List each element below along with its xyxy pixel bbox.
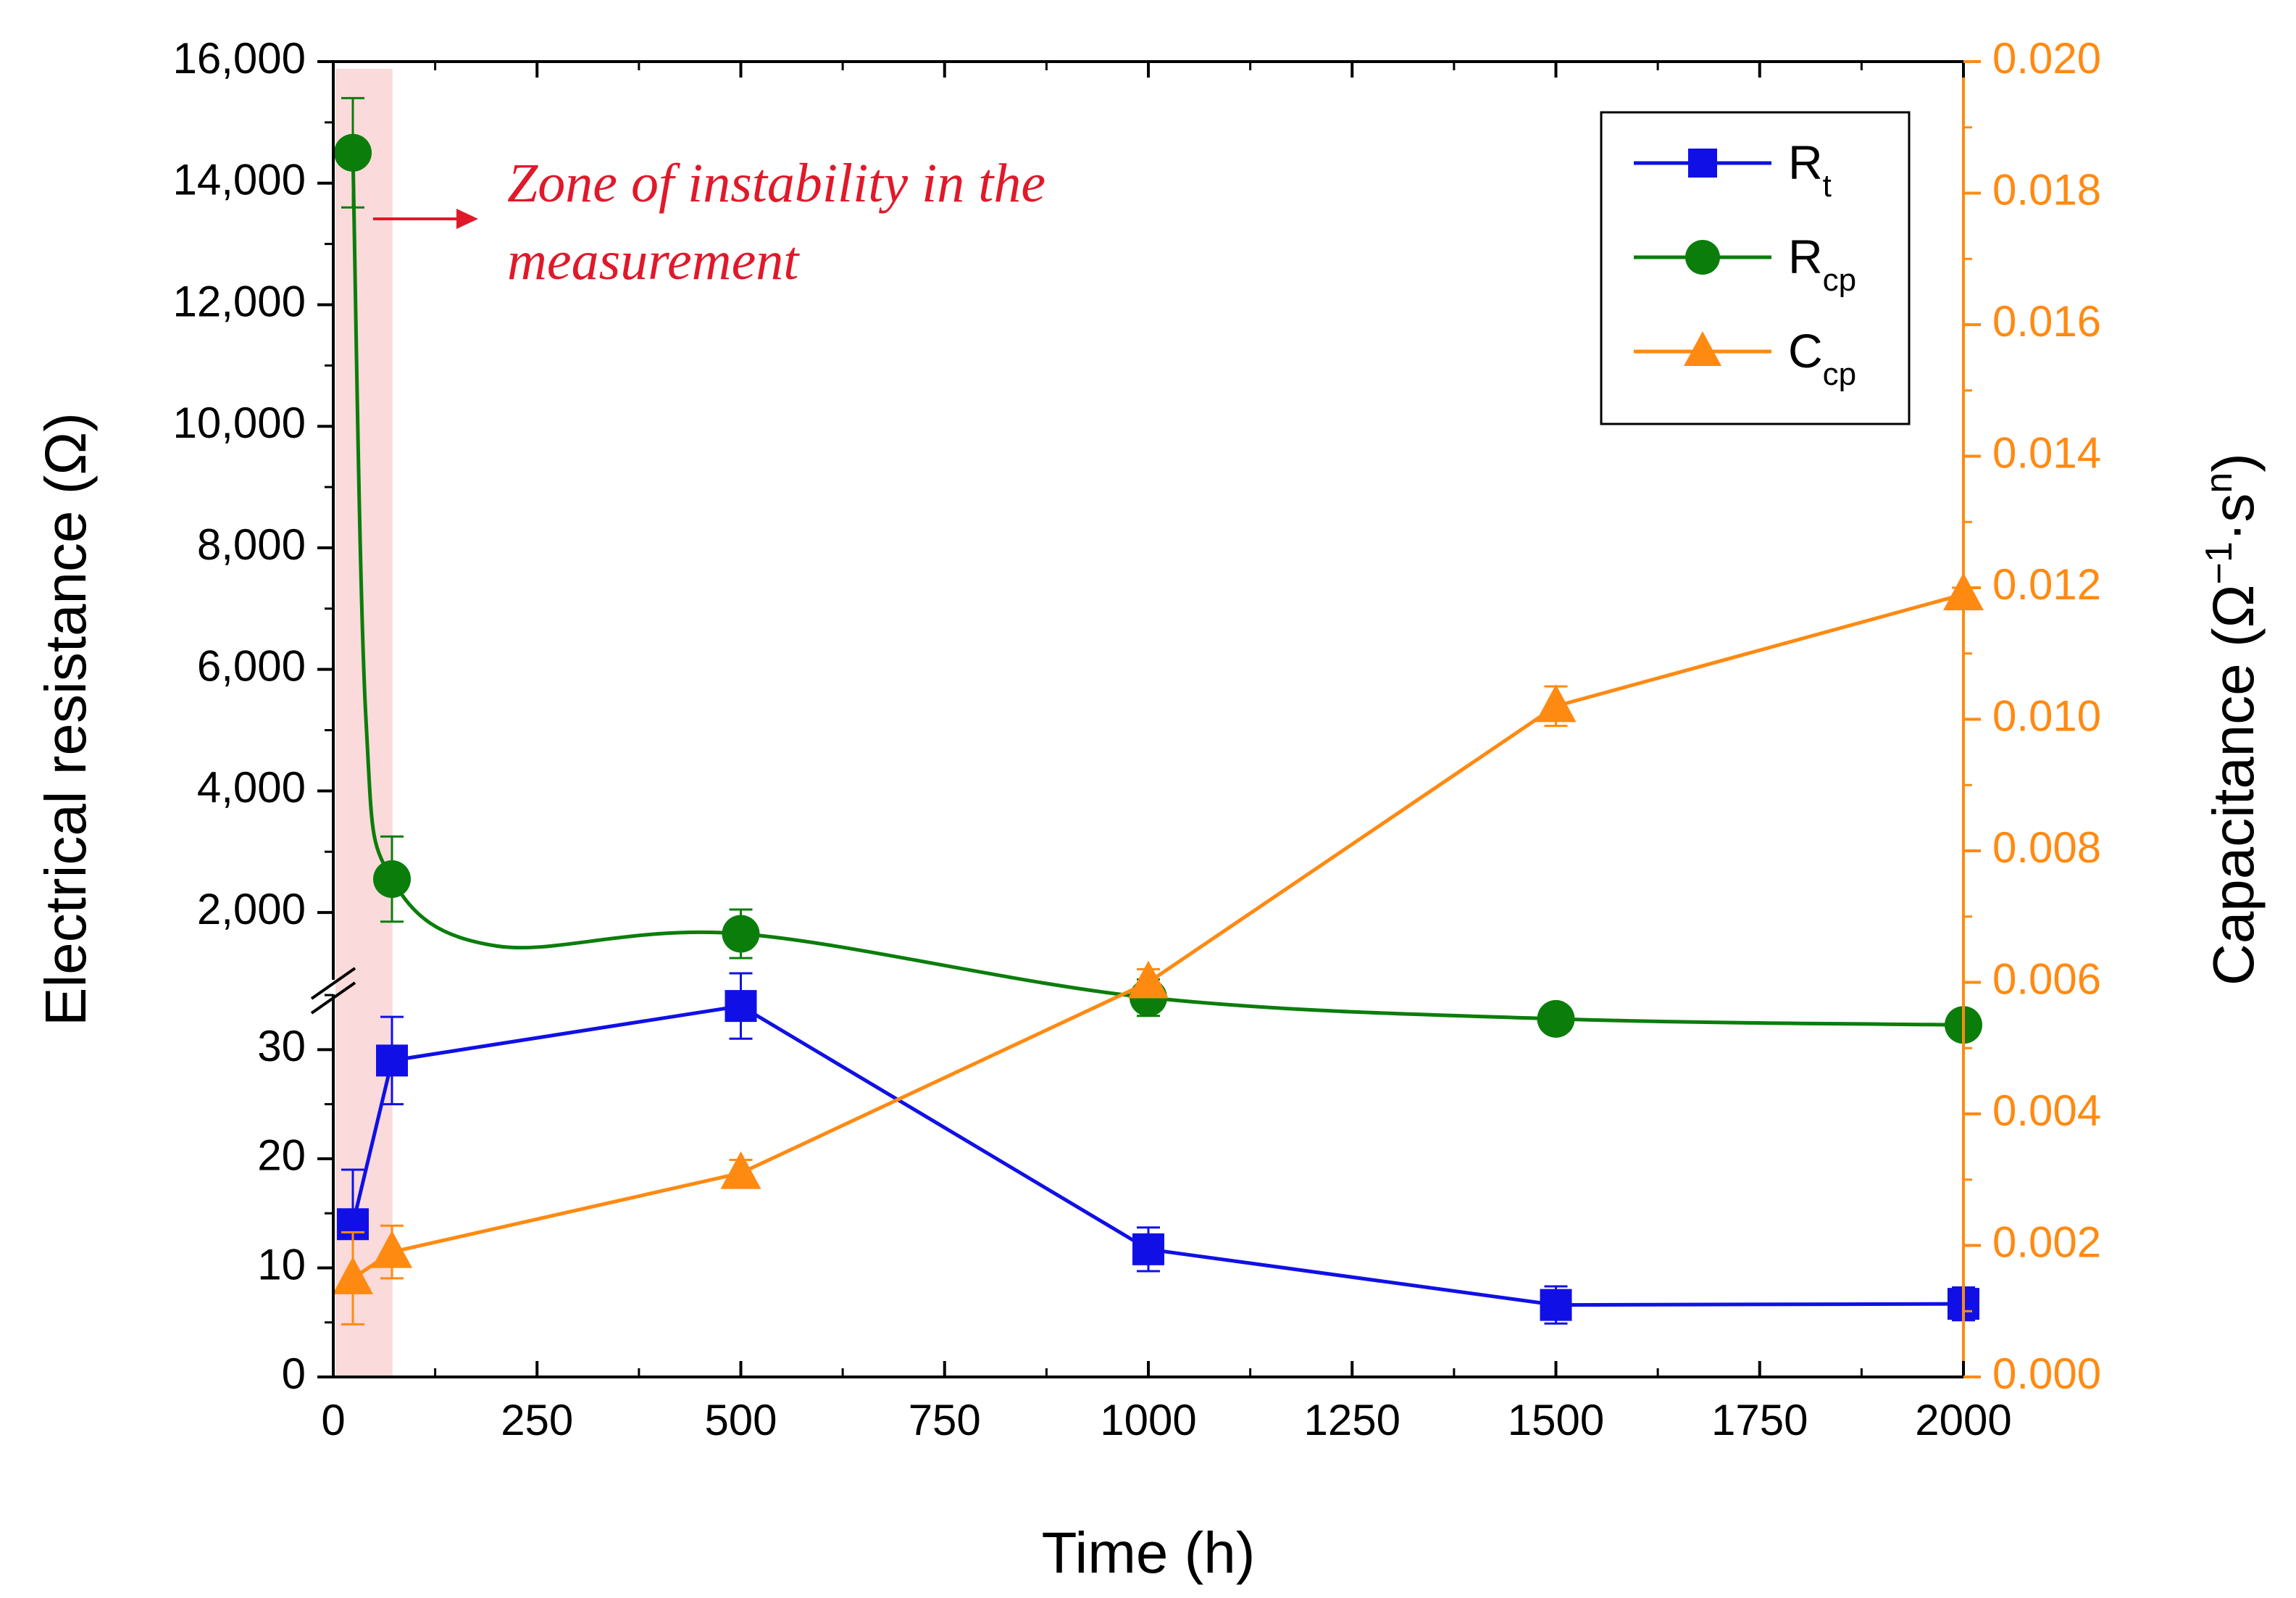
y-lower-tick-label: 10 (257, 1240, 306, 1289)
y-axis-title: Electrical resistance (Ω) (33, 412, 98, 1026)
y2-axis-title-part: ) (2201, 453, 2266, 473)
annotation-arrowhead (456, 209, 478, 229)
legend-label-subscript: cp (1823, 357, 1856, 392)
x-tick-label: 1000 (1100, 1396, 1196, 1444)
instability-zone (335, 69, 393, 1377)
y2-axis-title-part: ·s (2201, 494, 2266, 542)
x-tick-label: 500 (704, 1396, 777, 1444)
legend-label-subscript: cp (1823, 262, 1856, 298)
data-marker (1128, 960, 1169, 999)
series-Rt (337, 972, 1979, 1325)
y-upper-tick-label: 2,000 (197, 885, 306, 933)
x-tick-label: 1500 (1508, 1396, 1604, 1444)
legend-label-subscript: t (1823, 168, 1832, 204)
y2-tick-label: 0.012 (1992, 560, 2101, 609)
y2-tick-label: 0.018 (1992, 165, 2101, 214)
y2-axis-title-superscript: −1 (2198, 541, 2240, 584)
x-tick-label: 0 (321, 1396, 345, 1444)
data-marker (725, 990, 757, 1023)
y-upper-tick-label: 6,000 (197, 642, 306, 691)
y2-tick-label: 0.008 (1992, 823, 2101, 872)
legend-box (1600, 111, 1911, 425)
y-lower-tick-label: 0 (282, 1349, 306, 1398)
y2-tick-label: 0.000 (1992, 1349, 2101, 1398)
data-marker (1540, 1289, 1572, 1321)
x-tick-label: 750 (909, 1396, 981, 1444)
y-upper-tick-label: 12,000 (172, 277, 306, 325)
data-marker (720, 1151, 761, 1189)
data-marker (334, 133, 372, 172)
y2-tick-label: 0.004 (1992, 1086, 2101, 1135)
y-upper-tick-label: 4,000 (197, 763, 306, 812)
y2-axis-title-part: Capacitance (Ω (2201, 585, 2266, 986)
data-marker (1535, 684, 1577, 723)
y-upper-tick-label: 14,000 (172, 156, 306, 204)
x-tick-label: 250 (501, 1396, 573, 1444)
data-marker (376, 1044, 408, 1077)
y2-axis-title: Capacitance (Ω−1·sn) (2198, 453, 2266, 986)
annotation-line-1: Zone of instability in the (507, 153, 1045, 214)
x-tick-label: 1750 (1711, 1396, 1808, 1444)
data-marker (333, 1256, 373, 1294)
data-marker (1688, 149, 1717, 178)
y-upper-tick-label: 10,000 (172, 399, 306, 447)
y-upper-tick-label: 16,000 (172, 34, 306, 83)
series-Ccp (333, 573, 1984, 1326)
y2-axis-title-superscript: n (2198, 473, 2240, 494)
y2-tick-label: 0.020 (1992, 34, 2101, 83)
annotation-line-2: measurement (507, 230, 800, 291)
y2-tick-label: 0.006 (1992, 954, 2101, 1003)
x-tick-label: 1250 (1304, 1396, 1400, 1444)
axis-break-mark (310, 981, 356, 1015)
y-lower-tick-label: 30 (257, 1022, 306, 1070)
axis-break-mark (310, 967, 356, 1000)
data-marker (1537, 999, 1575, 1038)
data-marker (1132, 1233, 1164, 1265)
y-lower-tick-label: 20 (257, 1131, 306, 1180)
y-upper-tick-label: 8,000 (197, 520, 306, 569)
x-axis-title: Time (h) (1042, 1520, 1256, 1585)
data-marker (722, 915, 760, 953)
y2-tick-label: 0.016 (1992, 297, 2101, 346)
y2-tick-label: 0.010 (1992, 691, 2101, 740)
data-marker (1684, 331, 1721, 366)
data-marker (1685, 240, 1720, 275)
data-marker (373, 860, 411, 899)
y2-tick-label: 0.014 (1992, 428, 2101, 477)
y2-tick-label: 0.002 (1992, 1218, 2101, 1266)
x-tick-label: 2000 (1915, 1396, 2011, 1444)
data-marker (372, 1230, 412, 1268)
series-line (351, 1004, 1964, 1307)
